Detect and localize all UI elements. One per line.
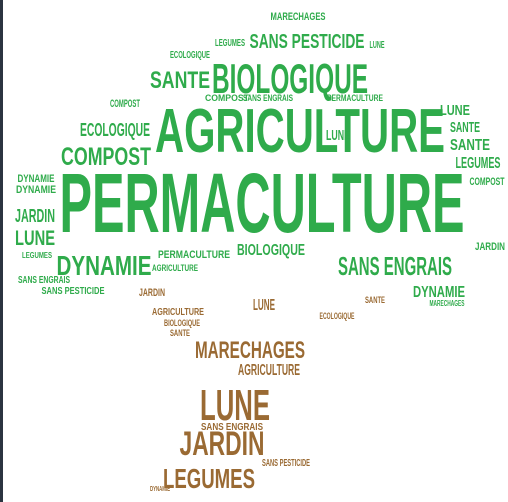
word: JARDIN <box>15 206 55 226</box>
word: SANTE <box>170 328 190 338</box>
word: LUNE <box>253 297 275 314</box>
word: LUNE <box>326 127 350 144</box>
word: JARDIN <box>139 287 165 299</box>
word: COMPOST <box>61 143 151 171</box>
word: BIOLOGIQUE <box>164 318 200 328</box>
word: LEGUMES <box>22 251 53 260</box>
word: LUNE <box>440 102 470 119</box>
word: ECOLOGIQUE <box>80 120 150 140</box>
word: LUNE <box>15 227 55 250</box>
word: DYNAMIE <box>16 184 56 196</box>
word: MARECHAGES <box>271 11 326 23</box>
word: ECOLOGIQUE <box>320 311 355 321</box>
word: BIOLOGIQUE <box>237 242 305 259</box>
word: AGRICULTURE <box>152 307 204 318</box>
word: SANS ENGRAIS <box>243 93 293 103</box>
left-edge <box>0 0 3 502</box>
word: SANS ENGRAIS <box>201 422 263 433</box>
word: PERMACULTURE <box>158 249 230 261</box>
word: AGRICULTURE <box>155 97 445 166</box>
word: LUNE <box>370 40 385 51</box>
word: DYNAMIE <box>57 250 152 281</box>
word: SANS PESTICIDE <box>262 458 310 469</box>
word: JARDIN <box>475 241 505 253</box>
word: MARECHAGES <box>430 299 465 308</box>
word: SANS ENGRAIS <box>18 275 70 286</box>
word: LEGUMES <box>163 463 255 494</box>
word: SANS PESTICIDE <box>42 286 105 297</box>
word: DYNAMIE <box>150 486 170 493</box>
word: COMPOST <box>470 176 505 188</box>
word: SANS ENGRAIS <box>338 251 452 281</box>
word: LEGUMES <box>215 38 245 49</box>
word: SANTE <box>150 67 210 94</box>
word: AGRICULTURE <box>238 362 300 379</box>
word: SANS PESTICIDE <box>250 31 365 53</box>
word: LEGUMES <box>456 155 501 172</box>
word-cloud: PERMACULTUREAGRICULTUREBIOLOGIQUESANTESA… <box>0 0 508 502</box>
word: ECOLOGIQUE <box>170 50 210 61</box>
word: PERMACULTURE <box>327 93 383 103</box>
word: SANTE <box>450 119 480 136</box>
word: MARECHAGES <box>195 337 305 364</box>
word: SANTE <box>450 137 490 154</box>
word: SANTE <box>365 295 385 305</box>
word: AGRICULTURE <box>152 263 198 273</box>
word: COMPOST <box>110 98 140 110</box>
